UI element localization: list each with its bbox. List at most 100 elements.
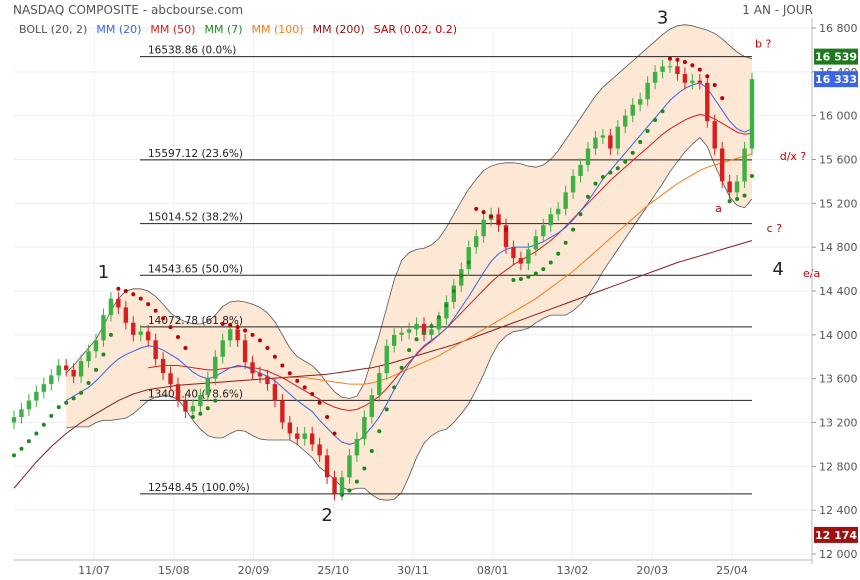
sar-dot-15	[123, 289, 128, 293]
sar-dot-19	[153, 308, 158, 313]
sar-dot-20	[161, 316, 166, 321]
candle-body-38	[295, 433, 300, 439]
candle-body-72	[548, 214, 553, 226]
candle-body-10	[86, 351, 91, 362]
sar-dot-53	[407, 348, 412, 353]
candle-body-43	[332, 477, 337, 494]
candle-body-45	[347, 455, 352, 478]
sar-dot-12	[101, 352, 106, 357]
candle-body-25	[198, 395, 203, 407]
candle-body-74	[563, 192, 568, 209]
candle-body-31	[242, 340, 248, 363]
sar-dot-4	[41, 422, 46, 427]
wave-label-4: b ?	[755, 38, 771, 51]
y-tick-label-11: 12 400	[819, 504, 858, 517]
candle-body-61	[466, 247, 471, 270]
candle-body-12	[101, 315, 106, 341]
sar-dot-21	[168, 325, 173, 330]
price-tag-box-1	[814, 71, 858, 88]
legend-item-5: MM (200)	[312, 23, 365, 36]
candle-body-59	[451, 285, 457, 302]
fib-label-1: 15597.12 (23.6%)	[148, 148, 243, 160]
candle-body-37	[287, 422, 293, 434]
candle-body-36	[280, 400, 285, 423]
candle-body-27	[213, 356, 218, 379]
candle-body-28	[220, 340, 225, 357]
candle-body-82	[623, 115, 628, 127]
period-label: 1 AN - JOUR	[742, 3, 813, 17]
y-tick-label-5: 14 800	[819, 241, 858, 254]
candle-body-48	[369, 395, 375, 418]
sar-dot-14	[116, 286, 121, 291]
candle-body-80	[608, 135, 613, 149]
candle-body-91	[690, 80, 695, 83]
candle-body-57	[436, 318, 442, 330]
y-tick-label-7: 14 000	[819, 329, 858, 342]
sar-dot-88	[668, 56, 672, 61]
sar-dot-33	[258, 338, 262, 343]
sar-dot-80	[608, 170, 613, 175]
sar-dot-42	[325, 415, 330, 420]
price-tag-box-0	[814, 48, 858, 65]
sar-dot-93	[705, 74, 710, 79]
x-tick-label-8: 25/04	[716, 564, 748, 577]
sar-dot-96	[727, 199, 732, 204]
sar-dot-99	[750, 173, 754, 178]
sar-dot-30	[235, 325, 240, 330]
sar-dot-76	[578, 212, 583, 217]
candle-body-90	[682, 74, 688, 83]
sar-dot-63	[481, 210, 486, 215]
sar-dot-78	[593, 181, 598, 186]
sar-dot-36	[280, 363, 285, 368]
candlesticks	[11, 59, 755, 501]
wave-label-1: 2	[321, 505, 332, 526]
y-tick-label-8: 13 600	[819, 373, 858, 386]
legend-item-6: SAR (0.02, 0.2)	[373, 23, 458, 36]
candle-body-21	[168, 373, 173, 385]
candle-body-42	[324, 455, 330, 478]
wave-label-7: c ?	[767, 222, 783, 235]
candle-body-54	[414, 323, 419, 330]
sar-dot-83	[630, 150, 635, 155]
sar-dot-56	[429, 324, 434, 329]
sar-dot-74	[563, 240, 568, 245]
x-tick-label-3: 25/10	[317, 564, 349, 577]
y-tick-label-4: 15 200	[819, 197, 858, 210]
sar-dot-11	[94, 367, 98, 372]
sar-dot-68	[518, 276, 523, 281]
sar-dot-61	[466, 260, 471, 265]
candle-body-67	[511, 247, 516, 259]
candle-body-94	[712, 121, 717, 149]
candle-body-65	[496, 214, 501, 226]
candle-body-14	[116, 298, 121, 308]
sar-dot-46	[354, 479, 359, 484]
sar-dot-43	[332, 431, 337, 436]
candle-body-23	[183, 400, 188, 412]
sar-dot-81	[615, 166, 620, 171]
sar-dot-77	[586, 194, 590, 199]
sar-dot-87	[660, 109, 665, 114]
y-tick-label-6: 14 400	[819, 285, 858, 298]
candle-body-79	[600, 135, 606, 138]
candle-body-81	[615, 126, 621, 149]
legend-item-3: MM (7)	[204, 23, 243, 36]
x-tick-label-5: 08/01	[477, 564, 509, 577]
y-tick-label-9: 13 200	[819, 417, 858, 430]
sar-dot-92	[697, 67, 702, 72]
candle-body-33	[257, 373, 263, 377]
candle-body-69	[526, 249, 531, 264]
wave-label-5: d/x ?	[780, 150, 807, 163]
sar-dot-10	[86, 381, 91, 386]
sar-dot-82	[623, 159, 628, 164]
sar-dot-58	[444, 303, 449, 308]
sar-dot-97	[735, 196, 740, 201]
sar-dot-27	[213, 398, 218, 403]
sar-dot-23	[183, 345, 188, 350]
sar-dot-44	[340, 492, 344, 497]
candle-body-63	[481, 219, 486, 237]
candle-body-18	[145, 331, 151, 341]
sar-dot-51	[392, 385, 397, 390]
sar-dot-40	[310, 392, 315, 397]
sar-dot-6	[56, 405, 61, 410]
candle-body-96	[727, 181, 732, 193]
